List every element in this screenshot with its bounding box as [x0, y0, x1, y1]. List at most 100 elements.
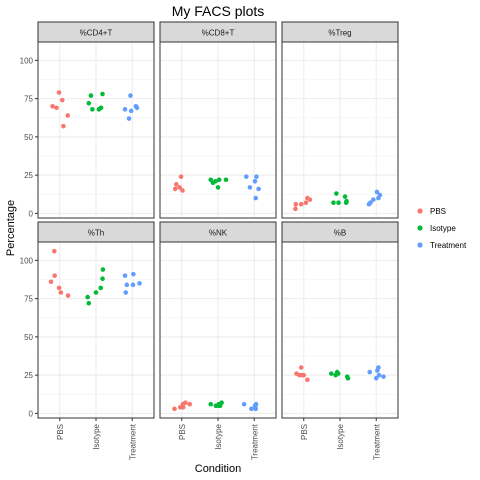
data-point-pbs: [187, 401, 193, 407]
data-point-treatment: [368, 200, 373, 205]
data-point-isotype: [98, 285, 104, 291]
data-point-isotype: [329, 371, 334, 376]
x-tick-label: Isotype: [214, 423, 223, 449]
data-point-pbs: [65, 293, 71, 298]
data-point-isotype: [90, 107, 95, 112]
y-tick-label: 50: [24, 333, 33, 342]
y-tick-label: 0: [29, 409, 34, 418]
facet-panel-treg: %Treg: [281, 21, 399, 219]
data-point-pbs: [172, 186, 178, 192]
data-point-isotype: [223, 177, 229, 183]
data-point-treatment: [253, 401, 259, 407]
facet-strip-label: %Treg: [328, 29, 351, 38]
y-tick-label: 75: [24, 95, 33, 104]
x-tick-label: Treatment: [372, 423, 381, 460]
legend-label: PBS: [430, 207, 446, 216]
data-point-treatment: [249, 406, 254, 412]
x-tick-label: PBS: [178, 424, 187, 440]
data-point-treatment: [367, 369, 373, 375]
data-point-pbs: [65, 113, 71, 118]
data-point-pbs: [59, 97, 65, 103]
y-tick-label: 75: [24, 295, 33, 304]
data-point-isotype: [208, 401, 214, 407]
legend-key: [417, 242, 423, 248]
data-point-pbs: [298, 201, 304, 207]
data-point-treatment: [128, 108, 134, 114]
data-point-isotype: [344, 198, 349, 204]
data-point-treatment: [123, 290, 129, 295]
data-point-pbs: [61, 123, 66, 129]
data-point-treatment: [130, 282, 136, 288]
data-point-treatment: [247, 185, 253, 190]
data-point-isotype: [345, 375, 351, 381]
data-point-pbs: [293, 201, 299, 207]
data-point-isotype: [100, 276, 105, 282]
data-point-isotype: [98, 105, 104, 111]
panel-border: [281, 41, 399, 219]
legend-key: [417, 208, 423, 214]
data-point-pbs: [178, 174, 184, 179]
data-point-treatment: [253, 195, 258, 201]
data-point-isotype: [93, 290, 99, 295]
data-point-isotype: [100, 91, 105, 97]
data-point-treatment: [243, 174, 249, 179]
x-tick-label: PBS: [300, 424, 309, 440]
data-point-isotype: [86, 100, 92, 106]
data-point-pbs: [180, 404, 186, 410]
facet-panels: %CD4+T %CD8+T %Treg %Th %NK %B: [37, 21, 399, 419]
data-point-treatment: [124, 282, 130, 288]
y-axis-title: Percentage: [5, 200, 17, 256]
data-point-isotype: [335, 371, 341, 376]
legend-item-pbs: PBS: [417, 207, 446, 216]
data-point-treatment: [126, 116, 132, 121]
data-point-pbs: [54, 105, 59, 111]
x-tick-label: Treatment: [250, 423, 259, 460]
data-point-treatment: [374, 189, 380, 195]
chart-title: My FACS plots: [172, 3, 265, 19]
data-point-pbs: [48, 279, 54, 285]
data-point-pbs: [56, 90, 62, 95]
facet-panel-b: %B: [281, 221, 399, 419]
data-point-treatment: [376, 372, 382, 378]
data-point-treatment: [376, 365, 381, 370]
data-point-isotype: [331, 200, 336, 205]
y-tick-label: 25: [24, 171, 33, 180]
data-point-pbs: [307, 197, 313, 202]
data-point-isotype: [216, 177, 222, 183]
data-point-treatment: [128, 93, 133, 98]
x-tick-label: PBS: [56, 424, 65, 440]
data-point-treatment: [241, 401, 247, 407]
legend-label: Isotype: [430, 224, 456, 233]
data-point-treatment: [131, 271, 136, 277]
facet-panel-cd8t: %CD8+T: [159, 21, 277, 219]
data-point-treatment: [371, 197, 376, 202]
legend-label: Treatment: [430, 241, 467, 250]
y-tick-labels: 0 25 50 75 100 0 25 50 75 100: [20, 56, 38, 418]
data-point-pbs: [180, 188, 185, 193]
x-tick-labels: PBS Isotype Treatment PBS Isotype Treatment PB…: [56, 418, 381, 460]
panel-border: [159, 41, 277, 219]
facet-strip-label: %NK: [209, 229, 228, 238]
data-point-isotype: [219, 400, 224, 405]
data-point-treatment: [134, 105, 140, 111]
data-point-pbs: [177, 185, 182, 190]
data-point-pbs: [305, 377, 310, 383]
y-tick-label: 50: [24, 133, 33, 142]
data-point-pbs: [172, 406, 177, 412]
data-point-pbs: [293, 206, 298, 212]
data-point-isotype: [88, 93, 94, 98]
x-axis-title: Condition: [195, 463, 241, 475]
y-tick-label: 0: [29, 209, 34, 218]
x-tick-label: Treatment: [128, 423, 137, 460]
data-point-treatment: [122, 273, 128, 278]
data-point-pbs: [174, 182, 179, 187]
facet-panel-th: %Th: [37, 221, 155, 419]
data-point-treatment: [122, 107, 128, 112]
data-point-pbs: [303, 200, 309, 205]
y-tick-label: 100: [20, 56, 34, 65]
data-point-pbs: [52, 248, 57, 254]
x-tick-label: Isotype: [92, 423, 101, 449]
data-point-isotype: [100, 267, 106, 272]
data-point-pbs: [183, 400, 188, 405]
